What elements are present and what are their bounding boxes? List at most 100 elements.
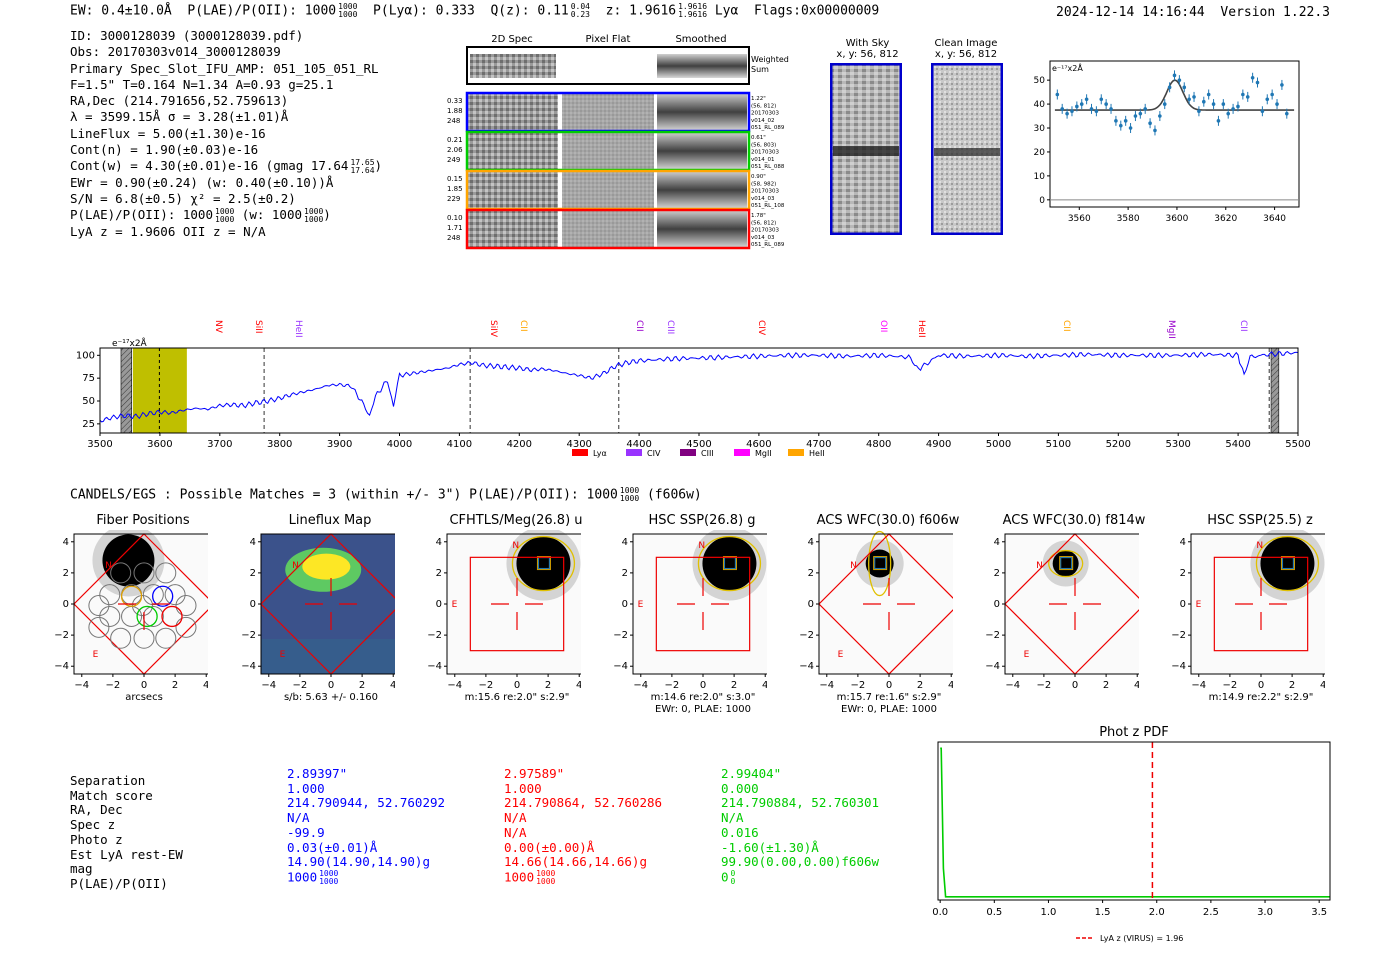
full-xtick-label: 3500 <box>87 439 112 450</box>
legend-swatch <box>788 449 804 456</box>
smoothed-image <box>657 132 747 170</box>
catalog-box <box>874 556 887 570</box>
fiber-circle <box>110 627 132 649</box>
spec2d-row: 0.21 2.06 249 0.61"(56, 803) 20170303v014_01… <box>447 130 785 172</box>
zoom-data-point <box>1070 109 1074 114</box>
zoom-fit-curve <box>1054 79 1295 111</box>
full-xtick-label: 4400 <box>626 439 651 450</box>
spec2d-row-meta: v014_03 <box>751 196 775 202</box>
zoom-xtick-label: 3560 <box>1068 214 1091 224</box>
panel-xtick-label: 0 <box>328 680 334 691</box>
zoom-data-point <box>1187 97 1191 102</box>
spec2d-row-meta: (56, 803) <box>751 142 776 148</box>
header-version: 2024-12-14 14:16:44 Version 1.22.3 <box>1056 5 1330 20</box>
emission-line-label: CII <box>1061 320 1071 332</box>
zoom-data-point <box>1241 92 1245 97</box>
compass-east: E <box>93 650 99 660</box>
panel-ytick-label: −2 <box>613 630 628 641</box>
panel-title: Fiber Positions <box>96 513 190 528</box>
full-xtick-label: 4700 <box>806 439 831 450</box>
compass-east: E <box>1196 600 1202 610</box>
fiber-circle <box>142 605 164 627</box>
zoom-data-point <box>1094 109 1099 114</box>
image-panel: N E −4 4 −2 2 0 0 2 −2 4 −4 <box>985 533 1139 691</box>
header-z: z: 1.9616 <box>605 3 677 19</box>
zoom-data-point <box>1182 85 1187 90</box>
compass-north: N <box>1036 561 1043 571</box>
fiber-circle <box>142 584 164 606</box>
panel-xtick-label: 0 <box>1072 680 1078 691</box>
spec2d-row-meta: 051_RL_108 <box>751 203 785 209</box>
zoom-data-point <box>1280 83 1284 87</box>
ifu-footprint <box>1213 556 1309 652</box>
fiber-circle <box>99 584 121 606</box>
full-spectrum-plot: e⁻¹⁷x2Å 25 50 75 100 3500 3600 3700 3800 3900 4000… <box>76 320 1311 458</box>
panel-ytick-label: −4 <box>54 661 69 672</box>
spec2d-row-meta: v014_02 <box>751 118 775 124</box>
spectrum-line <box>99 350 1299 423</box>
smoothed-image <box>657 93 747 131</box>
spec2d-row-stat: 248 <box>447 234 460 242</box>
spec2d-row-stat: 0.33 <box>447 97 463 105</box>
compass-north: N <box>698 541 705 551</box>
catalog-box-outer <box>873 556 888 571</box>
emission-line-label: CII <box>634 320 644 332</box>
photz-pdf-plot: Phot z PDF 0.0 0.5 1.0 1.5 2.0 2.5 3.0 3.5 LyA z … <box>932 725 1331 943</box>
panel-xtick-label: −4 <box>1191 680 1206 691</box>
photz-axes-frame <box>937 741 1331 901</box>
zoom-data-point <box>1250 75 1255 80</box>
legend-swatch <box>734 449 750 456</box>
panel-ytick-label: −2 <box>985 630 1000 641</box>
panel-ytick-label: 2 <box>63 568 69 579</box>
spec2d-row-meta: 051_RL_089 <box>751 125 785 131</box>
full-xtick-label: 4200 <box>507 439 532 450</box>
panel-ytick-label: 0 <box>250 599 256 610</box>
spec2d-row: 0.10 1.71 248 1.78"(56, 812) 20170303v014_03… <box>447 208 785 250</box>
spec2d-row-meta: (58, 982) <box>751 181 776 187</box>
photz-xtick-label: 1.0 <box>1040 907 1056 918</box>
fiber-circle <box>88 616 110 638</box>
photz-title: Phot z PDF <box>1099 725 1169 740</box>
smoothed-image <box>657 171 747 209</box>
zoom-data-point <box>1211 102 1216 106</box>
zoom-data-point <box>1099 97 1104 102</box>
panel-xtick-label: −4 <box>819 680 834 691</box>
aperture-ellipse <box>697 535 762 592</box>
zoom-data-point <box>1133 114 1138 118</box>
spec2d-row: 0.33 1.88 248 1.22"(56, 812) 20170303v014_02… <box>447 91 785 133</box>
panel-ytick-label: 4 <box>808 537 814 548</box>
emission-line-label: SiIV <box>488 320 498 338</box>
zoom-data-point <box>1148 121 1152 126</box>
pixel-flat-image <box>562 171 654 209</box>
spec2d-row-stat: 0.21 <box>447 136 463 144</box>
zoom-ytick-label: 40 <box>1034 100 1046 110</box>
panel-xtick-label: −2 <box>665 680 680 691</box>
panel-xtick-label: −4 <box>447 680 462 691</box>
spec2d-row-stat: 0.15 <box>447 175 463 183</box>
spec2d-row-stat: 248 <box>447 117 460 125</box>
full-xtick-label: 4900 <box>926 439 951 450</box>
fiber-circle <box>155 627 177 649</box>
spec2d-header-2d: 2D Spec <box>491 34 533 45</box>
match-table-col3: 2.99404" 0.000 214.790884, 52.760301 N/A… <box>721 766 880 886</box>
photz-xtick-label: 1.5 <box>1095 907 1111 918</box>
info-sn: S/N = 6.8(±0.5) χ² = 2.5(±0.2) <box>70 191 296 207</box>
panel-caption: m:14.9 re:2.2" s:2.9" <box>1209 692 1314 703</box>
compass-north: N <box>850 561 857 571</box>
fiber-highlight <box>136 605 158 628</box>
fiber-highlight <box>152 585 174 607</box>
full-xtick-label: 3600 <box>147 439 172 450</box>
full-ytick-label: 50 <box>82 396 95 407</box>
panel-caption: arcsecs <box>125 692 163 703</box>
full-xtick-label: 3800 <box>267 439 292 450</box>
header-plya: P(Lyα): 0.333 <box>373 3 475 19</box>
panel-title: Lineflux Map <box>288 513 372 528</box>
panel-xtick-label: 2 <box>359 680 365 691</box>
zoom-unit-label: e⁻¹⁷x2Å <box>1052 62 1083 73</box>
photz-xtick-label: 3.0 <box>1257 907 1273 918</box>
header-qz: Q(z): 0.11 <box>490 3 569 19</box>
full-xtick-label: 5200 <box>1106 439 1131 450</box>
panel-xtick-label: −2 <box>1223 680 1238 691</box>
panel-caption: s/b: 5.63 +/- 0.160 <box>284 692 378 703</box>
